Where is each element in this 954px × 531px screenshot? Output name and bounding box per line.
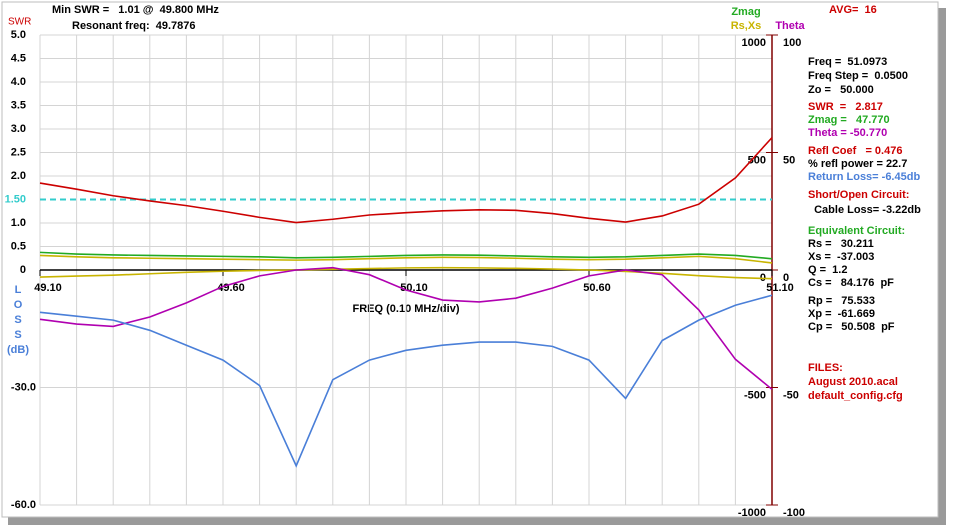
readout-line: default_config.cfg (808, 390, 903, 402)
readout-line: Theta = -50.770 (808, 127, 887, 139)
y-tick-label: 2.5 (11, 146, 26, 158)
y-tick-label: 4.0 (11, 76, 26, 88)
readout-line: Xp = -61.669 (808, 308, 875, 320)
series-line (39, 251, 773, 260)
reference-label: 1.50 (5, 193, 26, 205)
y-tick-label: 5.0 (11, 29, 26, 41)
series-line (39, 266, 773, 390)
theta-tick-label: 0 (783, 272, 789, 284)
readout-line: Xs = -37.003 (808, 251, 874, 263)
x-tick-label: 50.60 (583, 282, 611, 294)
readout-line: Cable Loss= -3.22db (808, 204, 921, 216)
y-tick-label: 2.0 (11, 170, 26, 182)
y-tick-label: 0.5 (11, 240, 26, 252)
theta-tick-label: -50 (783, 389, 799, 401)
avg-label: AVG= 16 (829, 4, 877, 16)
z-tick-label: 1000 (742, 37, 766, 49)
loss-axis-label: (dB) (7, 344, 29, 356)
readout-line: Zo = 50.000 (808, 84, 874, 96)
readout-line: Equivalent Circuit: (808, 225, 905, 237)
loss-axis-label: S (14, 329, 21, 341)
y-tick-label: 3.0 (11, 123, 26, 135)
y-tick-label: 0 (20, 264, 26, 276)
z-tick-label: 500 (748, 154, 766, 166)
resonant-freq: Resonant freq: 49.7876 (72, 20, 196, 32)
x-tick-label: 49.10 (34, 282, 62, 294)
readout-line: Refl Coef = 0.476 (808, 145, 902, 157)
loss-axis-label: O (14, 299, 23, 311)
readout-line: FILES: (808, 362, 843, 374)
readout-line: Cs = 84.176 pF (808, 277, 894, 289)
swr-tag: SWR (8, 17, 31, 28)
readout-line: Zmag = 47.770 (808, 114, 890, 126)
readout-line: Return Loss= -6.45db (808, 171, 920, 183)
loss-axis-label: S (14, 314, 21, 326)
series-line (39, 294, 773, 468)
readout-line: Rp = 75.533 (808, 295, 875, 307)
loss-axis-label: L (15, 284, 22, 296)
loss-tick-label: -60.0 (11, 499, 36, 511)
readout-line: Cp = 50.508 pF (808, 321, 895, 333)
series-line (39, 137, 773, 224)
loss-tick-label: -30.0 (11, 381, 36, 393)
x-tick-label: 51.10 (766, 282, 794, 294)
readout-line: SWR = 2.817 (808, 101, 883, 113)
z-tick-label: -500 (744, 389, 766, 401)
y-tick-label: 1.0 (11, 217, 26, 229)
z-legend: Zmag (731, 6, 760, 18)
readout-line: Rs = 30.211 (808, 238, 874, 250)
readout-line: Q = 1.2 (808, 264, 847, 276)
x-tick-label: 49.60 (217, 282, 245, 294)
min-swr: Min SWR = 1.01 @ 49.800 MHz (52, 4, 219, 16)
series-line (39, 254, 773, 264)
theta-tick-label: -100 (783, 507, 805, 519)
readout-line: % refl power = 22.7 (808, 158, 907, 170)
readout-line: Freq = 51.0973 (808, 56, 887, 68)
theta-tick-label: 100 (783, 37, 801, 49)
window-frame (1, 1, 939, 518)
z-tick-label: -1000 (738, 507, 766, 519)
y-tick-label: 3.5 (11, 99, 26, 111)
z-legend: Rs,Xs (731, 20, 762, 32)
y-tick-label: 4.5 (11, 52, 26, 64)
theta-legend: Theta (775, 20, 805, 32)
readout-line: Freq Step = 0.0500 (808, 70, 908, 82)
readout-line: Short/Open Circuit: (808, 189, 909, 201)
theta-tick-label: 50 (783, 154, 795, 166)
readout-line: August 2010.acal (808, 376, 898, 388)
